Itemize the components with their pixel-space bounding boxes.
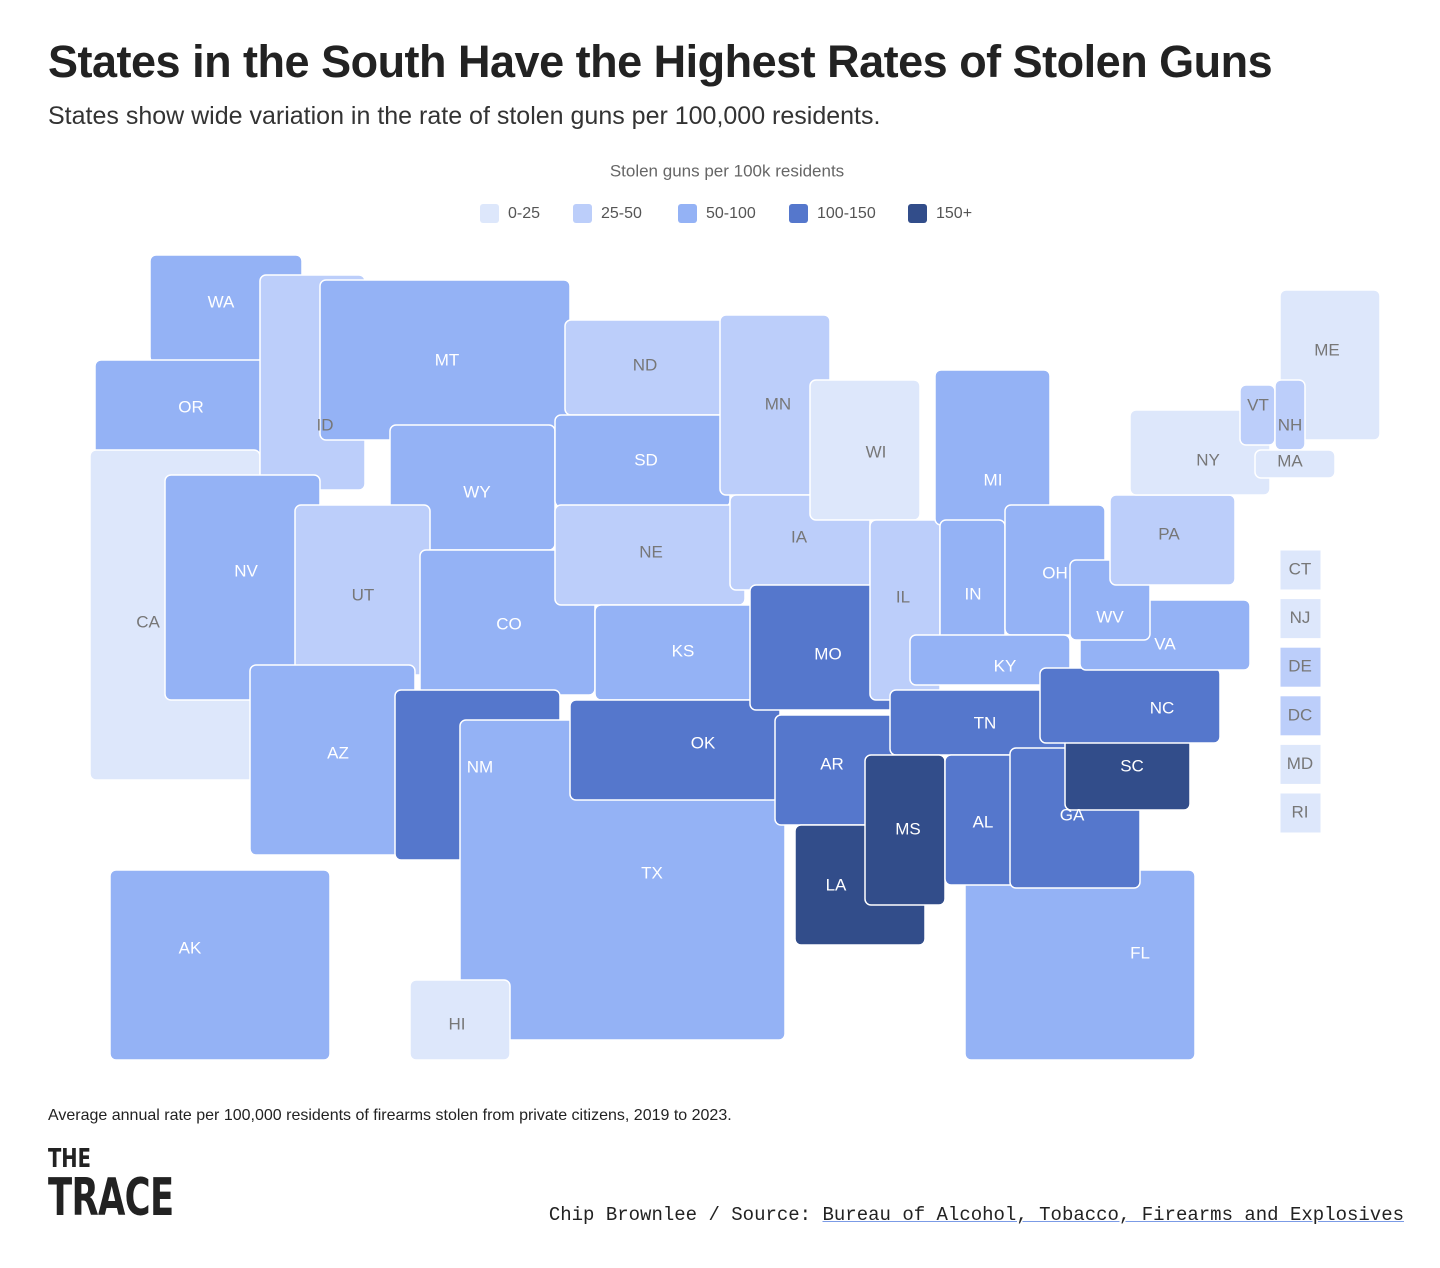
legend-label: 150+ [936,205,972,222]
legend-label: 0-25 [508,205,540,222]
state [964,869,1196,1061]
state [1039,667,1221,744]
state-label: IL [896,587,910,606]
state-label: TN [974,713,997,732]
state-label: UT [352,585,375,604]
state-label: VT [1247,395,1269,414]
state-label: WA [208,292,235,311]
state-label: GA [1060,805,1085,824]
state-label: NV [234,561,258,580]
small-state [1279,598,1322,640]
small-state [1279,743,1322,785]
state-label: NC [1150,698,1175,717]
state-label: FL [1130,943,1150,962]
state-label: IA [791,527,808,546]
title: States in the South Have the Highest Rat… [48,36,1273,87]
state [109,869,331,1061]
state [1254,449,1336,479]
state-label: AR [820,754,844,773]
state-label: MO [814,644,841,663]
small-state [1279,792,1322,834]
logo: THE TRACE [48,1146,232,1224]
subtitle: States show wide variation in the rate o… [48,102,881,130]
state-label: IN [965,584,982,603]
legend-swatch [789,204,808,223]
small-state-label: DC [1288,705,1313,724]
state-label: TX [641,863,663,882]
state-label: WY [463,482,490,501]
legend-label: 25-50 [601,205,642,222]
state-label: VA [1154,634,1176,653]
state-label: KY [994,656,1017,675]
state-label: LA [826,875,847,894]
map: Stolen guns per 100k residents 0-25 25-50… [89,161,1381,1061]
state-label: SC [1120,756,1144,775]
legend-label: 50-100 [706,205,756,222]
byline: Chip Brownlee / Source: [548,1204,812,1226]
small-state-label: CT [1289,559,1312,578]
state-label: NE [639,542,663,561]
legend-swatch [908,204,927,223]
source-link[interactable]: Bureau of Alcohol, Tobacco, Firearms and… [822,1204,1405,1226]
state-label: HI [449,1014,466,1033]
small-state-label: RI [1292,802,1309,821]
state-label: KS [672,641,695,660]
logo-bottom: TRACE [48,1168,174,1228]
state-label: NM [467,757,493,776]
legend-swatch [480,204,499,223]
state-label: WI [866,442,887,461]
state-label: OR [178,397,204,416]
legend-title: Stolen guns per 100k residents [610,161,844,180]
state [909,634,1071,686]
state-label: ID [317,415,334,434]
legend-label: 100-150 [817,205,876,222]
small-state [1279,695,1322,737]
credit: Chip Brownlee / Source: Bureau of Alcoho… [549,1204,1404,1226]
state-label: AZ [327,743,349,762]
small-state [1279,549,1322,591]
state-label: MA [1277,451,1303,470]
state-label: MT [435,350,460,369]
state-label: WV [1096,607,1124,626]
state-label: MS [895,819,921,838]
state-label: SD [634,450,658,469]
state-label: ME [1314,340,1340,359]
state-label: MI [984,470,1003,489]
state [934,369,1051,526]
state-label: AK [179,938,202,957]
state-label: MN [765,394,791,413]
small-state-label: NJ [1290,608,1311,627]
state-label: AL [973,812,994,831]
footnote: Average annual rate per 100,000 resident… [48,1107,732,1124]
state-label: NY [1196,450,1220,469]
state-label: CA [136,612,160,631]
legend-swatch [678,204,697,223]
state-label: ND [633,355,658,374]
legend-swatch [573,204,592,223]
state [809,379,921,521]
state-label: OH [1042,563,1068,582]
state-label: OK [691,733,716,752]
state-label: CO [496,614,522,633]
state [409,979,511,1061]
logo-top: THE [48,1144,91,1174]
small-state-label: MD [1287,754,1313,773]
small-state-label: DE [1288,657,1312,676]
small-state [1279,646,1322,688]
state-label: PA [1158,524,1180,543]
state-label: NH [1278,415,1303,434]
state [569,699,781,801]
state [1239,384,1276,446]
